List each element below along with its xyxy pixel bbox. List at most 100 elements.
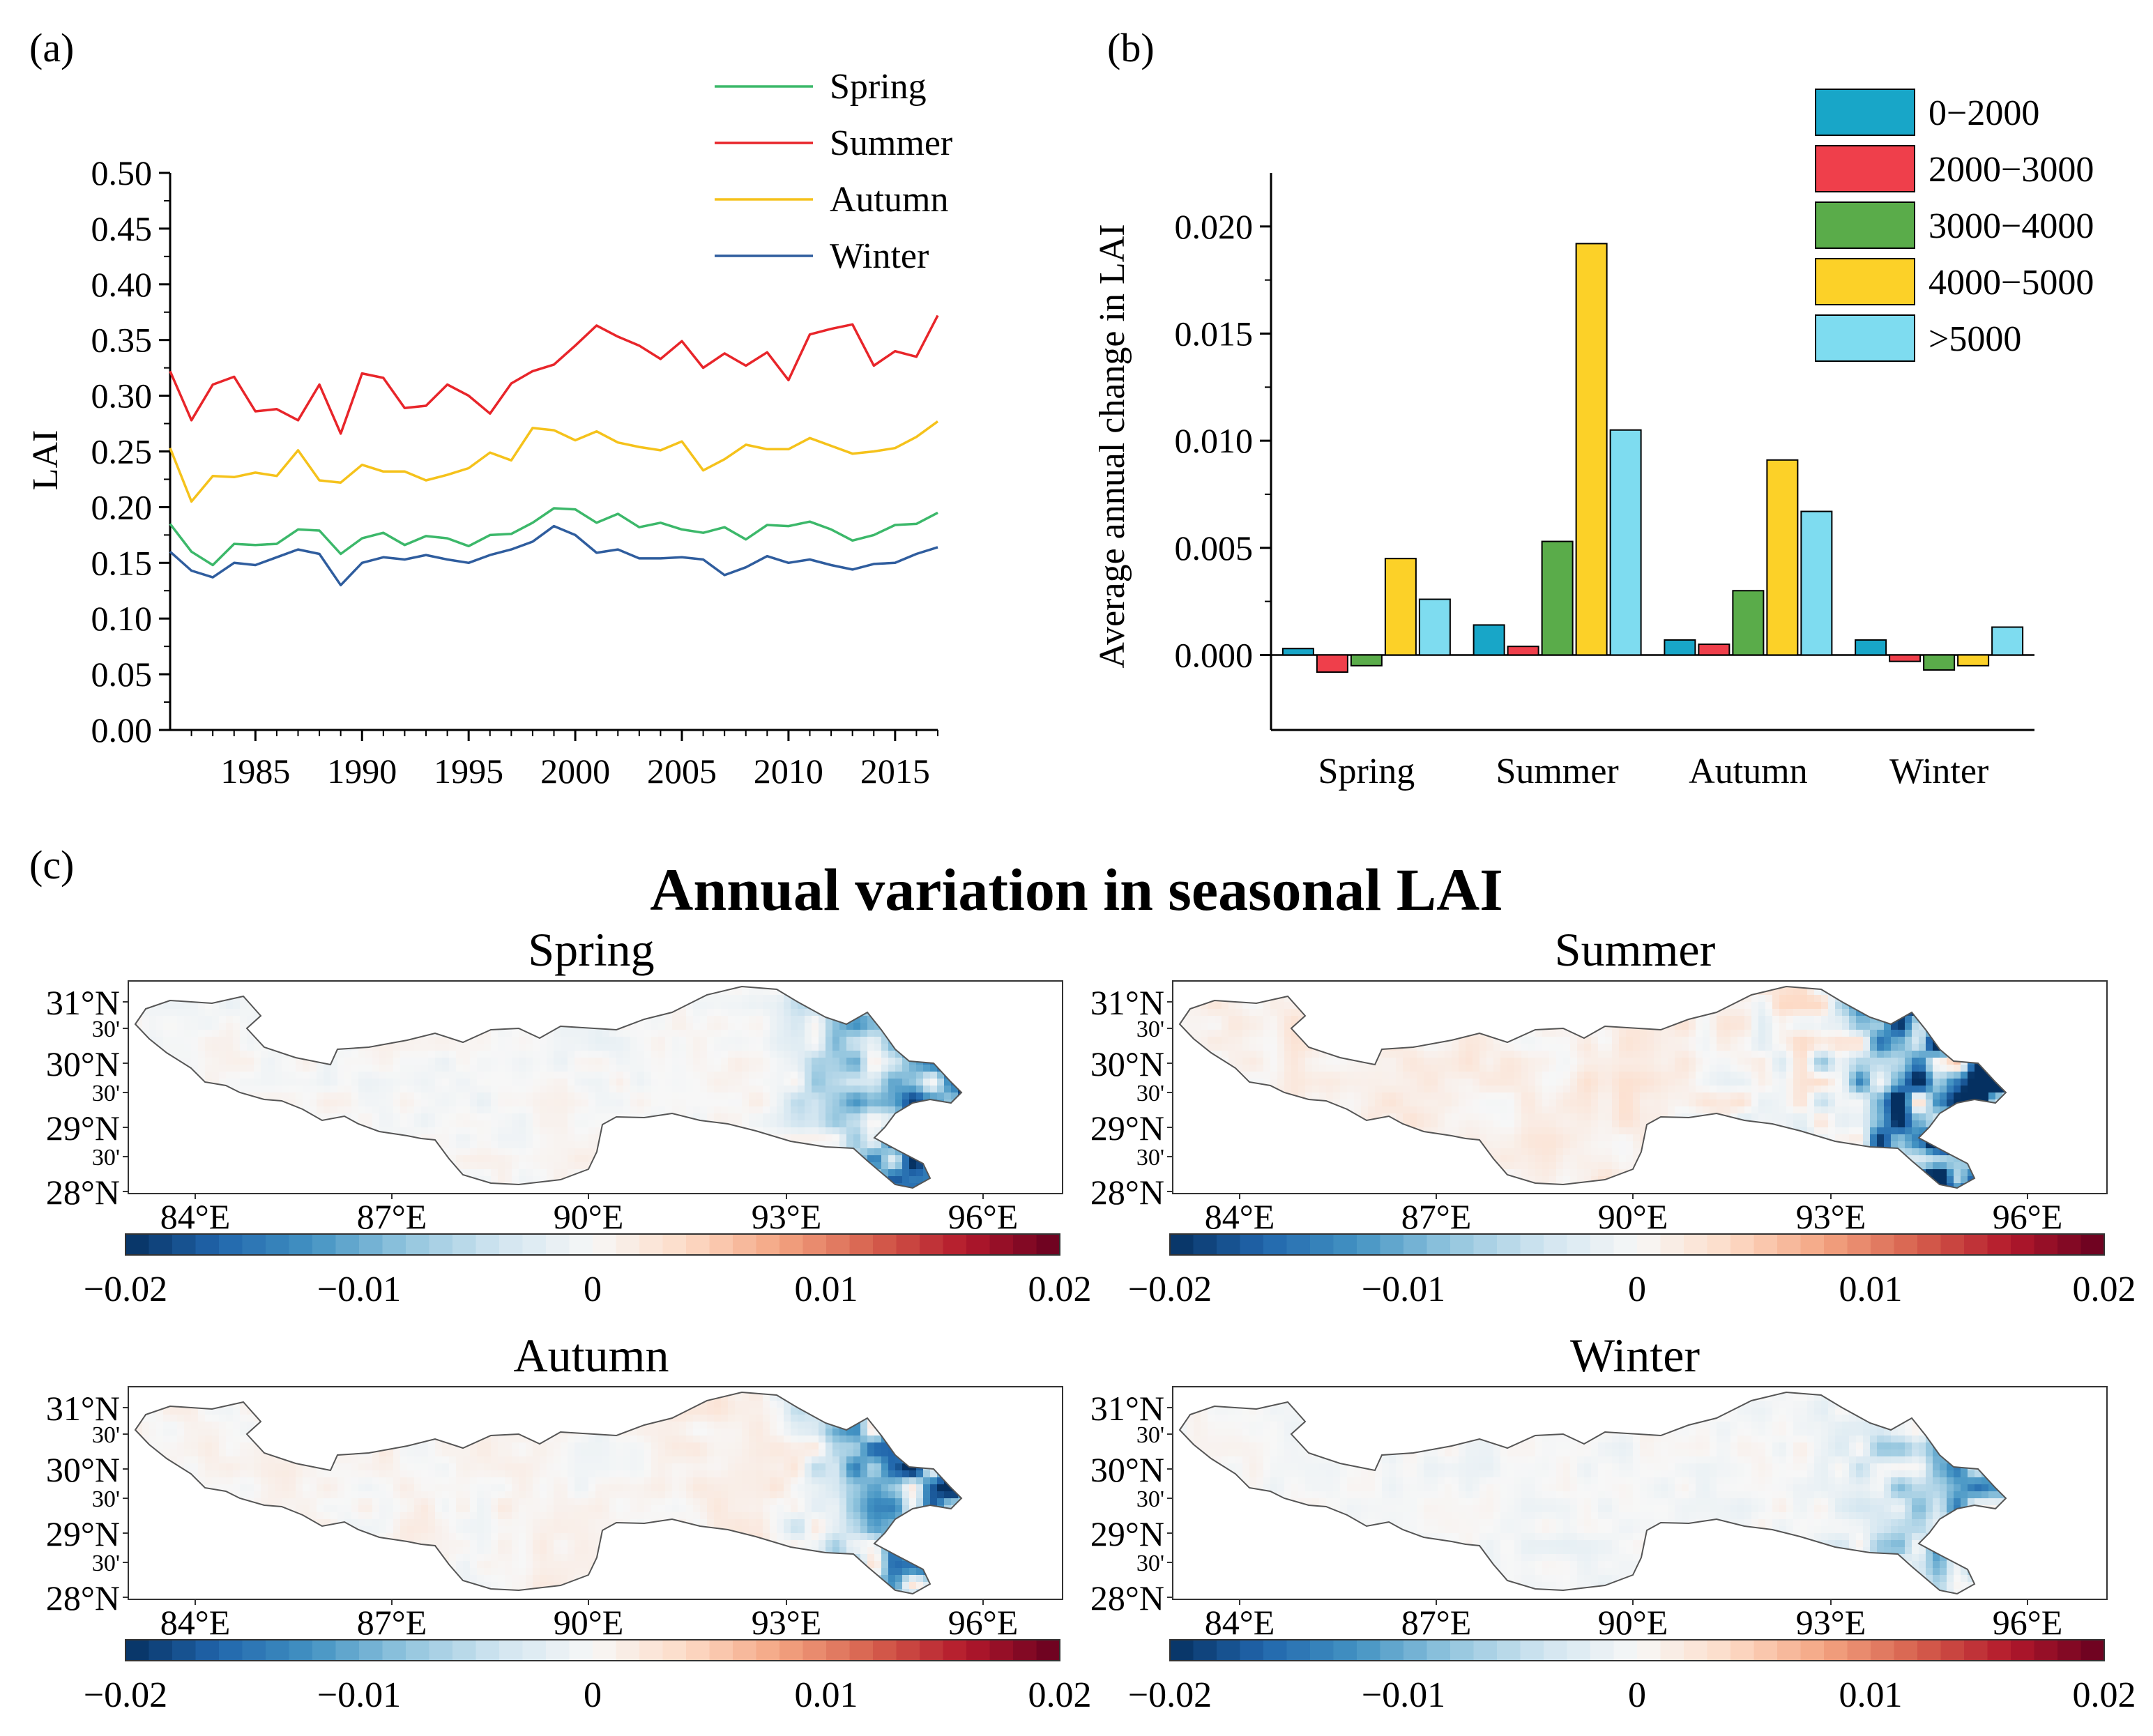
map-cell: [749, 1072, 756, 1079]
map-cell: [707, 1072, 715, 1079]
x-tick-label: 1995: [434, 752, 503, 791]
map-cell: [909, 1183, 917, 1188]
map-cell: [247, 1086, 254, 1093]
map-cell: [714, 1113, 722, 1121]
map-cell: [798, 1030, 805, 1037]
map-cell: [839, 1141, 847, 1149]
map-cell: [142, 1030, 150, 1037]
lon-tick-label: 90°E: [554, 1197, 624, 1236]
map-cell: [149, 1037, 157, 1044]
map-cell: [756, 1023, 763, 1030]
map-cell: [742, 1009, 750, 1017]
map-cell: [728, 1009, 736, 1017]
map-cell: [261, 1058, 268, 1065]
map-cell: [205, 1058, 213, 1065]
map-cell: [588, 1134, 596, 1142]
map-cell: [749, 1065, 756, 1072]
map-cell: [902, 1176, 910, 1184]
map-cell: [672, 1079, 680, 1086]
map-cell: [1758, 1002, 1766, 1010]
map-cell: [595, 1065, 603, 1072]
map-cell: [512, 1051, 519, 1058]
map-cell: [714, 1092, 722, 1100]
map-cell: [358, 1072, 366, 1079]
map-cell: [665, 1072, 673, 1079]
map-cell: [519, 1155, 526, 1163]
map-cell: [721, 1065, 729, 1072]
map-cell: [575, 1086, 582, 1093]
map-cell: [888, 1099, 896, 1107]
map-cell: [163, 1037, 171, 1044]
map-cell: [233, 1065, 241, 1072]
map-cell: [902, 1155, 910, 1163]
map-cell: [512, 1044, 519, 1051]
map-cell: [644, 1106, 652, 1114]
map-cell: [233, 1016, 241, 1023]
map-cell: [344, 1106, 352, 1114]
map-cell: [672, 1065, 680, 1072]
map-cell: [923, 1079, 931, 1086]
map-cell: [902, 1092, 910, 1100]
map-cell: [791, 1058, 798, 1065]
map-cell: [651, 1030, 659, 1037]
map-cell: [442, 1106, 450, 1114]
map-cell: [449, 1044, 457, 1051]
map-cell: [456, 1086, 464, 1093]
map-cell: [756, 1037, 763, 1044]
map-cell: [700, 1086, 708, 1093]
map-cell: [177, 1044, 185, 1051]
map-cell: [798, 1065, 805, 1072]
map-cell: [798, 1051, 805, 1058]
map-cell: [888, 1176, 896, 1184]
map-cell: [881, 1086, 889, 1093]
map-cell: [484, 1086, 492, 1093]
map-cell: [888, 1044, 896, 1051]
map-cell: [853, 1106, 861, 1114]
map-cell: [554, 1086, 561, 1093]
map-cell: [484, 1051, 492, 1058]
map-cell: [393, 1058, 401, 1065]
map-cell: [798, 1058, 805, 1065]
map-cell: [379, 1106, 387, 1114]
map-cell: [602, 1099, 610, 1107]
map-cell: [561, 1120, 568, 1128]
map-cell: [637, 1099, 645, 1107]
map-cell: [644, 1092, 652, 1100]
map-cell: [421, 1065, 429, 1072]
map-cell: [526, 1148, 533, 1156]
map-cell: [519, 1127, 526, 1135]
map-cell: [233, 1072, 241, 1079]
map-cell: [540, 1176, 547, 1184]
map-cell: [1772, 995, 1780, 1003]
map-cell: [756, 1127, 763, 1135]
map-cell: [554, 1155, 561, 1163]
map-cell: [637, 1106, 645, 1114]
map-cell: [909, 1079, 917, 1086]
map-cell: [805, 1051, 812, 1058]
map-cell: [819, 1079, 826, 1086]
map-cell: [568, 1092, 575, 1100]
map-cell: [616, 1058, 624, 1065]
map-cell: [233, 1086, 241, 1093]
map-cell: [421, 1120, 429, 1128]
map-cell: [491, 1099, 499, 1107]
map-cell: [1828, 1002, 1836, 1010]
map-cell: [609, 1044, 617, 1051]
map-cell: [205, 1065, 213, 1072]
map-cell: [421, 1113, 429, 1121]
map-cell: [170, 1044, 178, 1051]
map-cell: [205, 1037, 213, 1044]
map-cell: [519, 1058, 526, 1065]
map-cell: [798, 1002, 805, 1010]
map-cell: [337, 1099, 345, 1107]
map-cell: [867, 1016, 875, 1023]
map-cell: [707, 1099, 715, 1107]
map-cell: [205, 1072, 213, 1079]
lon-tick-label: 87°E: [357, 1197, 427, 1236]
map-cell: [184, 1051, 192, 1058]
map-cell: [330, 1113, 338, 1121]
map-cell: [484, 1176, 492, 1184]
map-cell: [609, 1086, 617, 1093]
